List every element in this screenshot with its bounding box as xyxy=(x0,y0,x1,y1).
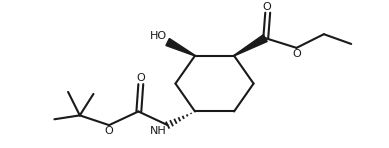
Text: O: O xyxy=(105,126,114,136)
Text: O: O xyxy=(292,49,301,59)
Text: NH: NH xyxy=(150,126,166,136)
Text: O: O xyxy=(263,2,272,12)
Text: O: O xyxy=(136,73,145,83)
Text: HO: HO xyxy=(149,31,166,41)
Polygon shape xyxy=(166,38,195,56)
Polygon shape xyxy=(234,35,267,56)
